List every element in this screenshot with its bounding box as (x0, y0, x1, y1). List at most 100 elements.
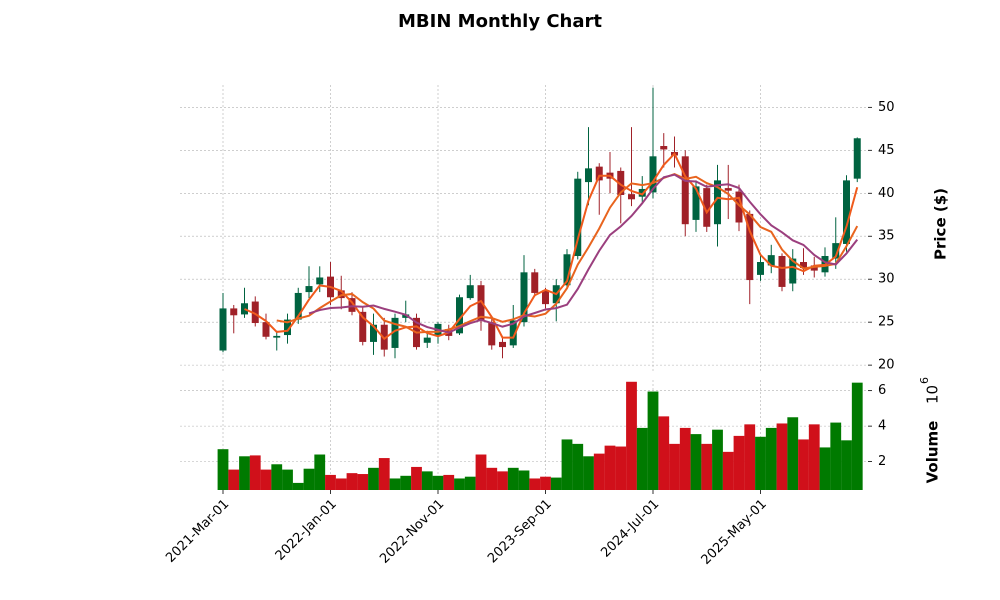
volume-bar (454, 478, 465, 490)
y-tick-label: 6 (878, 383, 886, 398)
y-tick-label: 2 (878, 454, 886, 469)
candle-body (273, 335, 281, 338)
y-tick-label: 25 (878, 315, 895, 330)
candle-body (262, 322, 270, 337)
volume-bar (239, 456, 250, 490)
x-tick-label: 2021-Mar-01 (163, 497, 232, 566)
candle-body (531, 272, 539, 293)
candle-body (649, 156, 657, 193)
candle-body (681, 156, 689, 225)
volume-bar (851, 382, 863, 490)
x-tick-label: 2023-Sep-01 (485, 497, 555, 567)
candle-body (789, 258, 797, 284)
volume-bar (271, 464, 283, 490)
volume-bar (722, 451, 734, 490)
volume-bar (593, 453, 605, 490)
volume-bar (690, 434, 702, 490)
candle-body (703, 188, 711, 227)
volume-bar (583, 456, 594, 490)
volume-bar (357, 474, 369, 490)
volume-bar (325, 474, 336, 490)
volume-bar (572, 443, 584, 490)
candle-body (499, 341, 506, 348)
volume-bar (443, 474, 455, 490)
volume-bar (421, 471, 433, 490)
y-tick-label: 40 (878, 186, 895, 201)
volume-bar (669, 443, 680, 490)
volume-bar (389, 478, 401, 490)
volume-bar (368, 467, 379, 490)
volume-bar (249, 455, 261, 490)
candle-body (294, 292, 302, 320)
y-tick-label: 50 (878, 100, 895, 115)
volume-bar (808, 424, 820, 490)
moving-average (244, 152, 859, 341)
volume-bar (228, 469, 240, 490)
candle-body (488, 322, 496, 346)
volume-bar (798, 439, 809, 490)
volume-bar (658, 416, 670, 490)
volume-bar (550, 477, 562, 490)
volume-bar (776, 423, 788, 490)
volume-bar (346, 473, 358, 490)
volume-bar (830, 422, 842, 490)
price-axis-label: Price ($) (932, 188, 950, 260)
chart-title: MBIN Monthly Chart (398, 11, 602, 32)
candle-body (370, 324, 377, 342)
candle-body (800, 262, 807, 269)
candle-body (563, 254, 571, 286)
volume-bar (679, 427, 691, 490)
volume-bar (626, 381, 637, 490)
volume-bar (303, 468, 315, 490)
moving-average (308, 173, 859, 334)
volume-bar (733, 435, 745, 490)
volume-bar (400, 475, 412, 490)
candle-body (241, 303, 248, 315)
volume-bar (411, 466, 422, 490)
moving-average (276, 173, 859, 334)
candle-body (380, 324, 388, 350)
volume-bar (260, 469, 272, 490)
volume-bar (701, 443, 713, 490)
volume-bar (636, 427, 648, 490)
candle-body (617, 170, 625, 195)
volume-bar (217, 449, 229, 490)
candle-body (778, 255, 786, 287)
candle-body (423, 337, 431, 343)
candle-body (843, 180, 850, 244)
candle-body (595, 166, 603, 181)
candle-body (628, 194, 635, 200)
volume-bar (647, 391, 659, 490)
volume-bar (282, 469, 293, 490)
volume-bar (314, 454, 326, 490)
candle-body (638, 188, 646, 197)
candle-body (767, 255, 775, 266)
volume-bar (755, 436, 766, 490)
volume-multiplier-base: 10 (924, 385, 942, 404)
volume-bar (744, 424, 756, 490)
candle-body (509, 320, 517, 346)
volume-bar (529, 478, 541, 490)
volume-multiplier-exponent: 6 (918, 377, 931, 384)
candle-body (724, 188, 732, 191)
y-tick-label: 20 (878, 358, 895, 373)
volume-bar (475, 454, 487, 490)
volume-bar (765, 427, 777, 490)
volume-bar (841, 440, 852, 490)
candle-body (714, 180, 721, 225)
volume-axis-label: Volume (924, 421, 942, 484)
candle-body (520, 272, 528, 323)
volume-bar (464, 476, 476, 490)
x-tick-label: 2024-Jul-01 (598, 497, 662, 561)
candle-body (251, 301, 259, 324)
candle-body (219, 308, 227, 351)
x-tick-label: 2022-Nov-01 (377, 497, 447, 567)
candle-body (660, 146, 668, 150)
candle-body (348, 298, 356, 312)
volume-bar (486, 467, 498, 490)
y-tick-label: 4 (878, 419, 886, 434)
candle-body (402, 314, 410, 318)
volume-bar (712, 429, 723, 490)
candle-body (757, 262, 764, 275)
